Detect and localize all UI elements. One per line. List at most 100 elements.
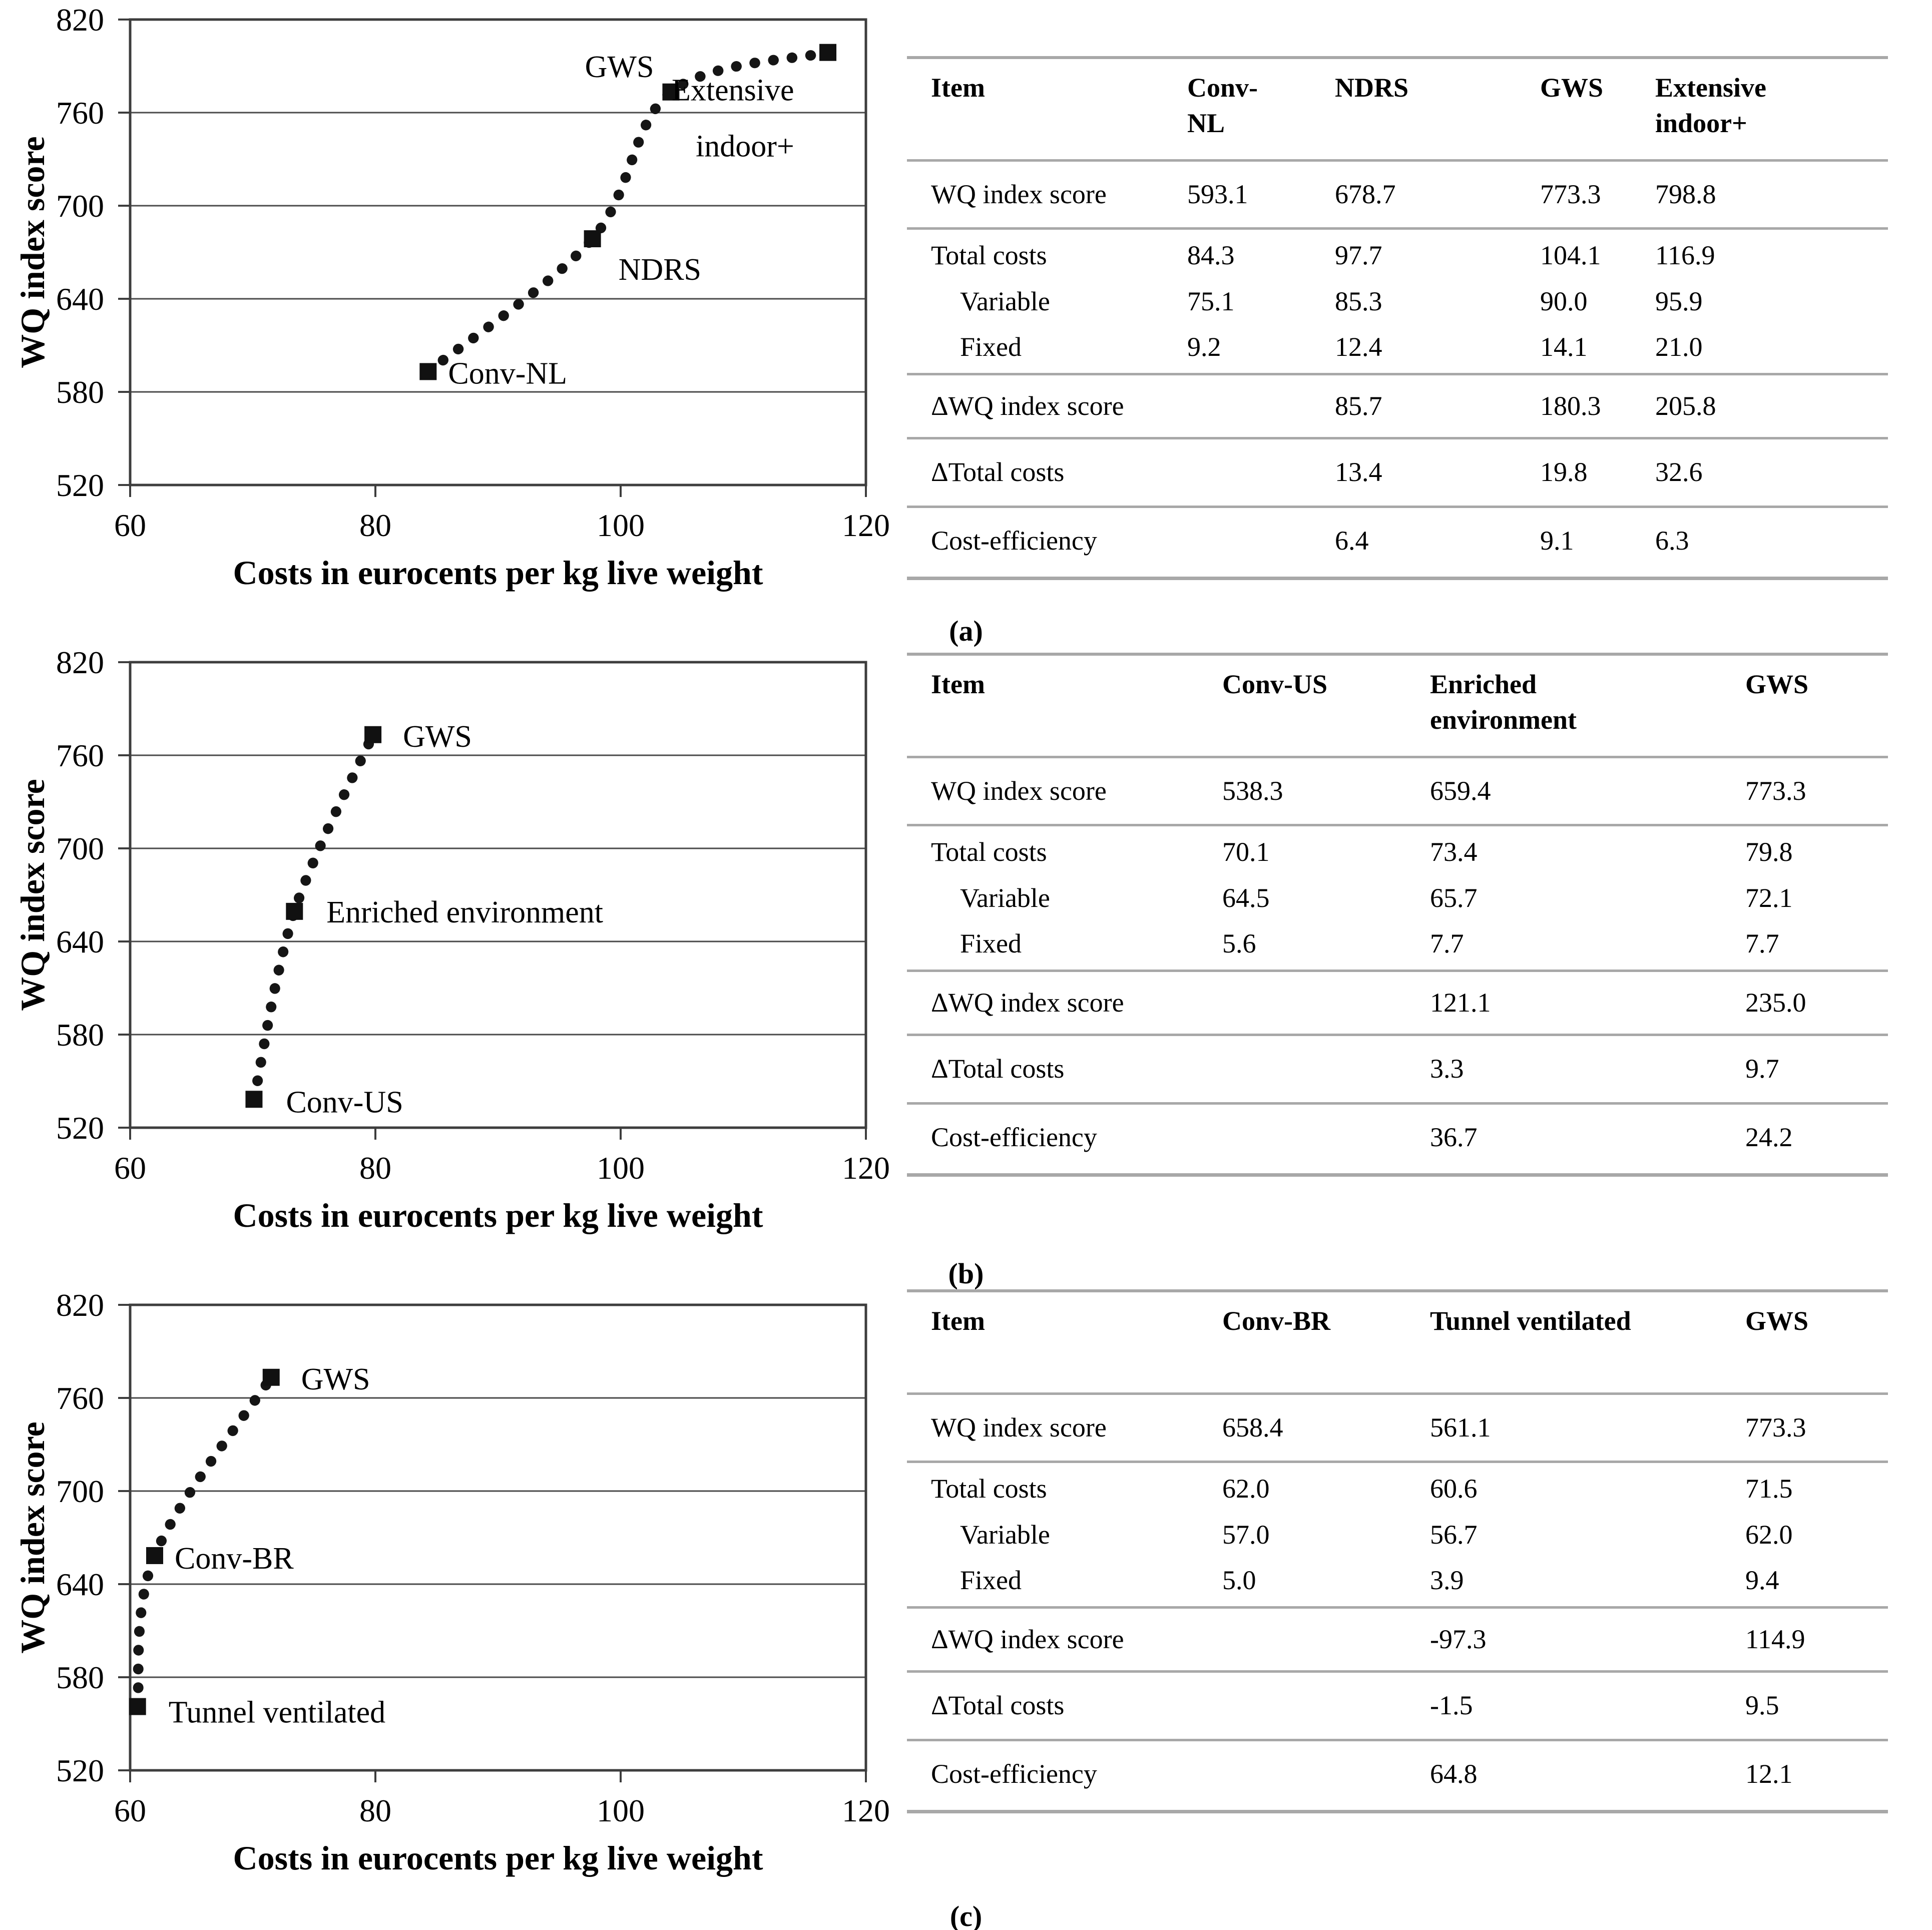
table-cell: 85.7 xyxy=(1335,391,1382,421)
column-header-text: Item xyxy=(931,73,985,103)
row-label: ΔTotal costs xyxy=(931,1054,1065,1084)
table-rule xyxy=(907,653,1888,656)
table-rule xyxy=(907,373,1888,376)
data-table-b: Item Conv-US Enriched environment GWS WQ ind… xyxy=(907,653,1888,1177)
table-cell: 9.2 xyxy=(1187,331,1221,362)
table-row: Total costs 62.0 60.6 71.5 xyxy=(907,1463,1888,1512)
row-label: Fixed xyxy=(960,928,1022,958)
column-header-text: Item xyxy=(931,1306,985,1336)
row-label: WQ index score xyxy=(931,1412,1107,1442)
column-header: Conv-US xyxy=(1222,667,1430,702)
table-row: Variable 75.1 85.3 90.0 95.9 xyxy=(907,279,1888,324)
table-row: Cost-efficiency 36.7 24.2 xyxy=(907,1105,1888,1173)
row-label: ΔWQ index score xyxy=(931,391,1124,421)
table-cell: 180.3 xyxy=(1540,391,1601,421)
table-cell: 19.8 xyxy=(1540,457,1588,488)
table-rule xyxy=(907,1809,1888,1813)
table-rule xyxy=(907,1461,1888,1464)
data-point-conv-br xyxy=(146,1547,163,1564)
column-header: Conv-BR xyxy=(1222,1303,1430,1339)
point-label: Conv-NL xyxy=(448,356,567,390)
table-cell: 62.0 xyxy=(1745,1519,1793,1550)
column-header-text: GWS xyxy=(1745,1306,1809,1336)
table-cell: 121.1 xyxy=(1430,988,1491,1018)
column-header: GWS xyxy=(1745,667,1888,702)
panel-label-b: (b) xyxy=(948,1257,984,1290)
plot-border xyxy=(129,18,867,487)
y-tick-label: 820 xyxy=(56,1287,104,1323)
table-area-b: Item Conv-US Enriched environment GWS WQ ind… xyxy=(907,645,1888,1177)
row-label-cell: Fixed xyxy=(907,926,1222,961)
chart-area-a: 60 80 100 120 520 580 640 700 760 820 Costs in eur… xyxy=(5,2,896,618)
column-header: Item xyxy=(907,1303,1222,1339)
table-cell: 658.4 xyxy=(1222,1412,1283,1442)
row-label: Variable xyxy=(960,286,1050,316)
point-label: GWS xyxy=(301,1362,370,1396)
row-label: Fixed xyxy=(960,1565,1022,1595)
panel-a: 60 80 100 120 520 580 640 700 760 820 Costs in eur… xyxy=(0,2,1932,618)
x-tick-label: 120 xyxy=(842,1150,890,1186)
table-rule xyxy=(907,56,1888,59)
scatter-chart-c: 60 80 100 120 520 580 640 700 760 820 Costs in eur… xyxy=(14,1287,890,1877)
table-rule xyxy=(907,1173,1888,1177)
table-row: ΔTotal costs 3.3 9.7 xyxy=(907,1036,1888,1102)
table-cell: 7.7 xyxy=(1430,928,1464,958)
x-axis-title: Costs in eurocents per kg live weight xyxy=(233,1196,763,1234)
row-label-cell: Fixed xyxy=(907,1563,1222,1598)
table-row: Total costs 70.1 73.4 79.8 xyxy=(907,826,1888,875)
y-tick-label: 700 xyxy=(56,1474,104,1509)
data-point-ndrs xyxy=(584,230,601,248)
row-label: ΔWQ index score xyxy=(931,1624,1124,1655)
table-cell: 75.1 xyxy=(1187,286,1235,316)
row-label-cell: ΔTotal costs xyxy=(907,1051,1222,1087)
table-cell: 3.3 xyxy=(1430,1054,1464,1084)
table-cell: 3.9 xyxy=(1430,1565,1464,1595)
table-cell: -97.3 xyxy=(1430,1624,1487,1655)
table-row: WQ index score 538.3 659.4 773.3 xyxy=(907,758,1888,824)
table-cell: 798.8 xyxy=(1655,179,1716,209)
table-cell: 56.7 xyxy=(1430,1519,1478,1550)
column-header: Enriched environment xyxy=(1430,667,1745,738)
table-row: WQ index score 658.4 561.1 773.3 xyxy=(907,1395,1888,1461)
table-cell: 773.3 xyxy=(1540,179,1601,209)
data-point-gws xyxy=(662,83,680,101)
table-cell: 12.4 xyxy=(1335,331,1382,362)
table-row: Cost-efficiency 6.4 9.1 6.3 xyxy=(907,508,1888,577)
table-cell: 85.3 xyxy=(1335,286,1382,316)
panel-b: 60 80 100 120 520 580 640 700 760 820 Costs in eur… xyxy=(0,645,1932,1260)
table-cell: 538.3 xyxy=(1222,776,1283,806)
y-tick-label: 760 xyxy=(56,738,104,773)
x-tick-label: 60 xyxy=(114,1150,146,1186)
row-label: Total costs xyxy=(931,240,1047,271)
scatter-chart-b: 60 80 100 120 520 580 640 700 760 820 Costs in eur… xyxy=(14,645,890,1234)
row-label: Cost-efficiency xyxy=(931,1122,1097,1152)
table-header-row: Item Conv-BR Tunnel ventilated GWS xyxy=(907,1292,1888,1392)
table-cell: 79.8 xyxy=(1745,837,1793,867)
table-header-row: Item Conv-NL NDRS GWS Extensive indoor+ xyxy=(907,59,1888,159)
point-label: Conv-US xyxy=(286,1085,403,1119)
data-point-conv-nl xyxy=(419,363,437,380)
table-cell: 65.7 xyxy=(1430,882,1478,913)
column-header-text: GWS xyxy=(1745,669,1809,699)
table-rule xyxy=(907,1606,1888,1609)
table-cell: 72.1 xyxy=(1745,882,1793,913)
column-header: Item xyxy=(907,667,1222,702)
table-rule xyxy=(907,1034,1888,1037)
row-label: WQ index score xyxy=(931,776,1107,806)
row-label-cell: Variable xyxy=(907,284,1187,319)
column-header: NDRS xyxy=(1335,70,1540,106)
table-row: Fixed 5.0 3.9 9.4 xyxy=(907,1558,1888,1606)
table-cell: 9.1 xyxy=(1540,525,1574,556)
y-axis-title: WQ index score xyxy=(14,1421,52,1653)
table-cell: 773.3 xyxy=(1745,776,1806,806)
point-label: Conv-BR xyxy=(175,1542,294,1576)
table-rule xyxy=(907,576,1888,580)
y-tick-label: 520 xyxy=(56,467,104,503)
row-label-cell: Total costs xyxy=(907,1471,1222,1507)
table-rule xyxy=(907,1289,1888,1292)
point-label: Tunnel ventilated xyxy=(169,1696,385,1730)
table-cell: 70.1 xyxy=(1222,837,1270,867)
chart-area-b: 60 80 100 120 520 580 640 700 760 820 Costs in eur… xyxy=(5,645,896,1260)
column-header-text: Conv-BR xyxy=(1222,1306,1331,1336)
